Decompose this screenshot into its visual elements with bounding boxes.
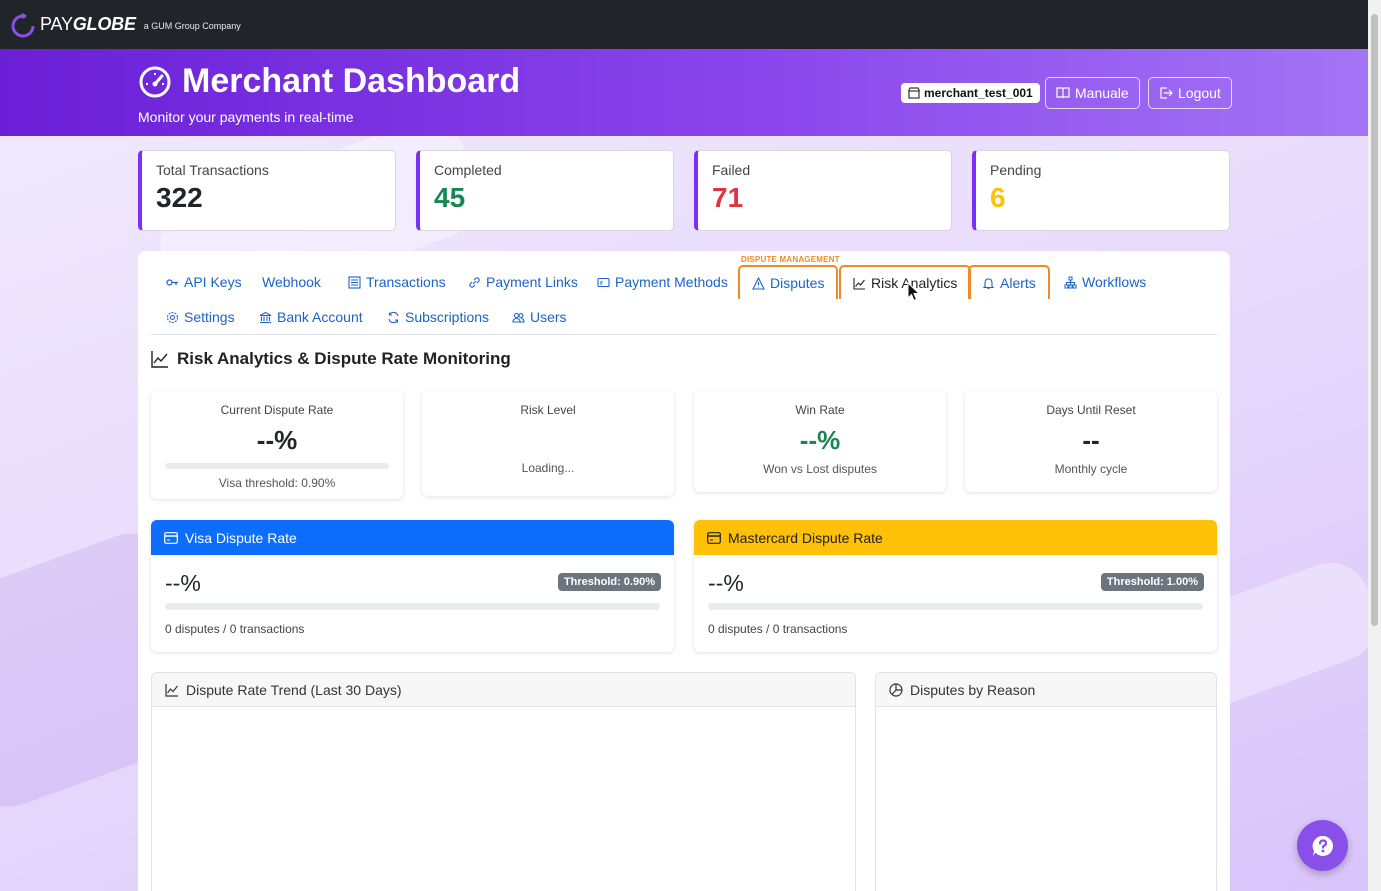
mastercard-rate-progress	[708, 603, 1203, 610]
list-icon	[348, 275, 361, 289]
visa-rate-footer: 0 disputes / 0 transactions	[165, 622, 305, 636]
reason-card-header: Disputes by Reason	[876, 673, 1216, 707]
visa-dispute-rate-card: Visa Dispute Rate --% Threshold: 0.90% 0…	[151, 520, 674, 652]
win-rate-value: --%	[799, 425, 841, 455]
metric-days-until-reset: Days Until Reset -- Monthly cycle	[965, 391, 1217, 492]
stat-value: 6	[990, 182, 1006, 213]
graph-icon	[151, 351, 168, 368]
tab-subscriptions[interactable]: Subscriptions	[375, 300, 501, 334]
credit-card-icon	[164, 531, 178, 544]
dispute-rate-value: --%	[256, 425, 298, 455]
tabs-divider	[151, 334, 1217, 335]
disputes-by-reason-card: Disputes by Reason	[875, 672, 1217, 891]
tab-alerts[interactable]: Alerts	[968, 265, 1050, 299]
pie-chart-icon	[889, 682, 903, 697]
people-icon	[512, 312, 525, 323]
brand-name[interactable]: PAYGLOBE	[40, 14, 136, 34]
book-icon	[1056, 87, 1070, 99]
link-icon	[469, 276, 480, 288]
tab-webhook[interactable]: Webhook	[262, 274, 321, 290]
stat-card-pending: Pending 6	[972, 150, 1230, 231]
page-subtitle: Monitor your payments in real-time	[138, 109, 354, 125]
scrollbar-thumb[interactable]	[1371, 14, 1378, 626]
tab-bank-account[interactable]: Bank Account	[247, 300, 375, 334]
visa-card-header: Visa Dispute Rate	[151, 520, 674, 555]
card-icon	[597, 277, 610, 287]
tab-disputes[interactable]: Disputes	[738, 265, 839, 299]
bank-icon	[259, 311, 272, 323]
tab-users[interactable]: Users	[500, 300, 579, 334]
speedometer-icon	[139, 66, 171, 97]
days-reset-value: --	[1082, 425, 1100, 455]
graph-icon	[853, 277, 865, 290]
stat-card-completed: Completed 45	[416, 150, 674, 231]
help-chat-button[interactable]	[1297, 820, 1348, 871]
mouse-cursor-icon	[907, 282, 921, 302]
mastercard-rate-footer: 0 disputes / 0 transactions	[708, 622, 848, 636]
visa-rate-value: --%	[165, 570, 201, 596]
brand-tagline: a GUM Group Company	[143, 21, 241, 31]
logout-icon	[1160, 87, 1173, 99]
graph-icon	[165, 683, 178, 697]
visa-rate-progress	[165, 603, 660, 610]
bell-icon	[982, 277, 995, 289]
manual-button[interactable]: Manuale	[1045, 77, 1140, 109]
top-navbar: PAYGLOBE a GUM Group Company	[0, 0, 1368, 49]
dispute-rate-trend-card: Dispute Rate Trend (Last 30 Days)	[151, 672, 856, 891]
tab-risk-analytics[interactable]: Risk Analytics	[839, 265, 972, 299]
tab-payment-methods[interactable]: Payment Methods	[585, 265, 740, 299]
dashboard-header	[0, 49, 1368, 136]
warning-icon	[752, 276, 765, 290]
visa-threshold-badge: Threshold: 0.90%	[557, 573, 661, 591]
metric-win-rate: Win Rate --% Won vs Lost disputes	[694, 391, 946, 492]
shop-icon	[908, 87, 920, 99]
tab-transactions[interactable]: Transactions	[336, 265, 458, 299]
logout-button[interactable]: Logout	[1148, 77, 1232, 109]
stat-value: 322	[156, 182, 203, 213]
mastercard-rate-value: --%	[708, 570, 744, 596]
dispute-rate-progress	[165, 463, 389, 469]
tab-api-keys[interactable]: API Keys	[154, 265, 254, 299]
merchant-id-badge: merchant_test_001	[901, 83, 1040, 103]
refresh-icon	[388, 311, 399, 323]
tab-workflows[interactable]: Workflows	[1052, 265, 1158, 299]
risk-level-loading: Loading...	[521, 461, 575, 475]
mastercard-card-header: Mastercard Dispute Rate	[694, 520, 1217, 555]
tab-settings[interactable]: Settings	[154, 300, 247, 334]
gear-icon	[166, 311, 179, 323]
section-title: Risk Analytics & Dispute Rate Monitoring	[151, 349, 511, 369]
tab-payment-links[interactable]: Payment Links	[456, 265, 590, 299]
page-title-text: Merchant Dashboard	[182, 62, 521, 100]
diagram-icon	[1064, 276, 1077, 288]
page-title: Merchant Dashboard	[138, 62, 520, 101]
mastercard-dispute-rate-card: Mastercard Dispute Rate --% Threshold: 1…	[694, 520, 1217, 652]
stat-value: 45	[434, 182, 466, 213]
credit-card-icon	[707, 531, 721, 544]
stat-value: 71	[712, 182, 744, 213]
key-icon	[166, 278, 178, 286]
payglobe-logo-icon	[11, 13, 35, 37]
question-chat-icon	[1312, 835, 1333, 856]
trend-card-header: Dispute Rate Trend (Last 30 Days)	[152, 673, 855, 707]
metric-risk-level: Risk Level Loading...	[422, 391, 674, 496]
dispute-management-label: DISPUTE MANAGEMENT	[741, 255, 840, 264]
metric-current-dispute-rate: Current Dispute Rate --% Visa threshold:…	[151, 391, 403, 499]
mastercard-threshold-badge: Threshold: 1.00%	[1100, 573, 1204, 591]
stat-card-failed: Failed 71	[694, 150, 952, 231]
stat-card-total: Total Transactions 322	[138, 150, 396, 231]
